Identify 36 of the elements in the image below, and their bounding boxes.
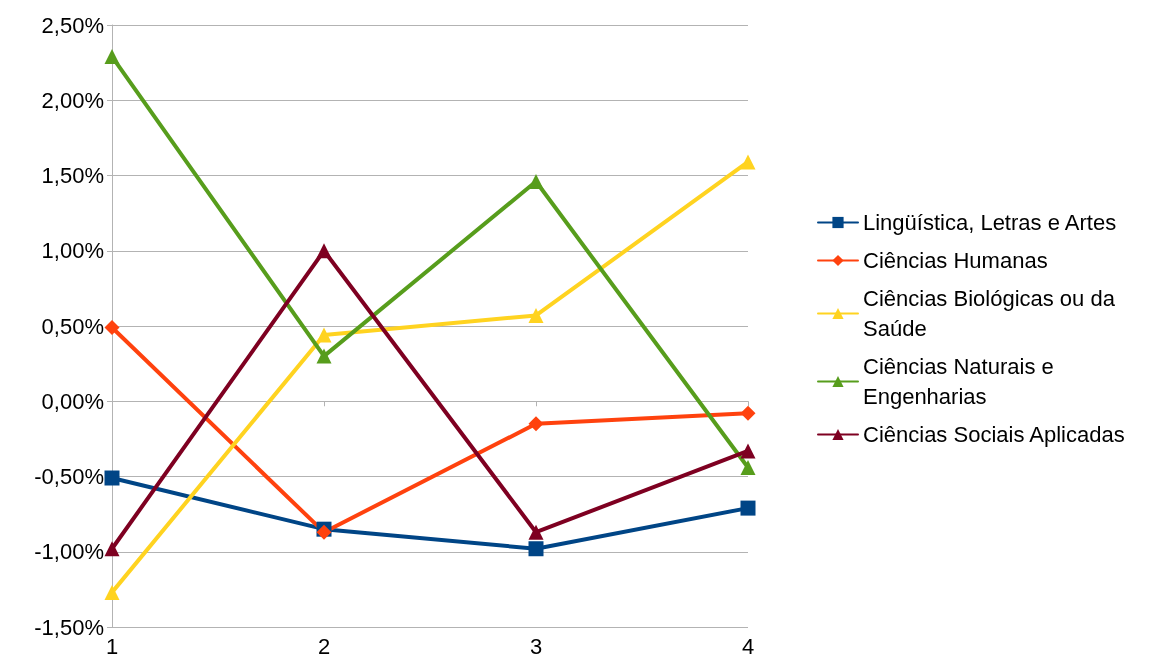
x-tick-label: 4 xyxy=(741,633,755,657)
point xyxy=(528,307,544,323)
y-tick-label: 2,00% xyxy=(41,87,104,113)
y-tick-label: 2,50% xyxy=(41,12,104,38)
x-tick-label: 3 xyxy=(529,633,543,657)
point xyxy=(528,416,544,432)
point xyxy=(528,541,544,557)
point xyxy=(528,524,544,540)
legend-label: Lingüística, Letras e Artes xyxy=(863,210,1117,235)
point xyxy=(104,320,120,336)
legend-label: Ciências Biológicas ou da Saúde xyxy=(863,286,1122,341)
y-tick-label: -1,00% xyxy=(34,539,104,565)
x-tick-label: 1 xyxy=(105,633,119,657)
y-tick-label: 0,00% xyxy=(41,388,104,414)
y-tick-label: -0,50% xyxy=(34,464,104,489)
point xyxy=(740,405,756,421)
point xyxy=(104,470,120,486)
legend-label: Ciências Naturais e Engenharias xyxy=(863,354,1060,409)
point xyxy=(528,174,544,190)
point xyxy=(740,443,756,459)
point xyxy=(104,49,120,65)
point xyxy=(740,154,756,170)
point xyxy=(104,541,120,557)
legend-label: Ciências Humanas xyxy=(863,248,1048,273)
legend-label: Ciências Sociais Aplicadas xyxy=(863,422,1125,447)
point xyxy=(316,348,332,364)
point xyxy=(104,584,120,600)
point xyxy=(740,500,756,516)
y-tick-label: 1,50% xyxy=(41,163,104,188)
x-tick-label: 2 xyxy=(317,633,331,657)
y-tick-label: 0,50% xyxy=(41,313,104,339)
point xyxy=(316,243,332,259)
point xyxy=(316,327,332,343)
y-tick-label: 1,00% xyxy=(41,238,104,264)
y-tick-label: -1,50% xyxy=(34,614,104,640)
point xyxy=(740,459,756,475)
